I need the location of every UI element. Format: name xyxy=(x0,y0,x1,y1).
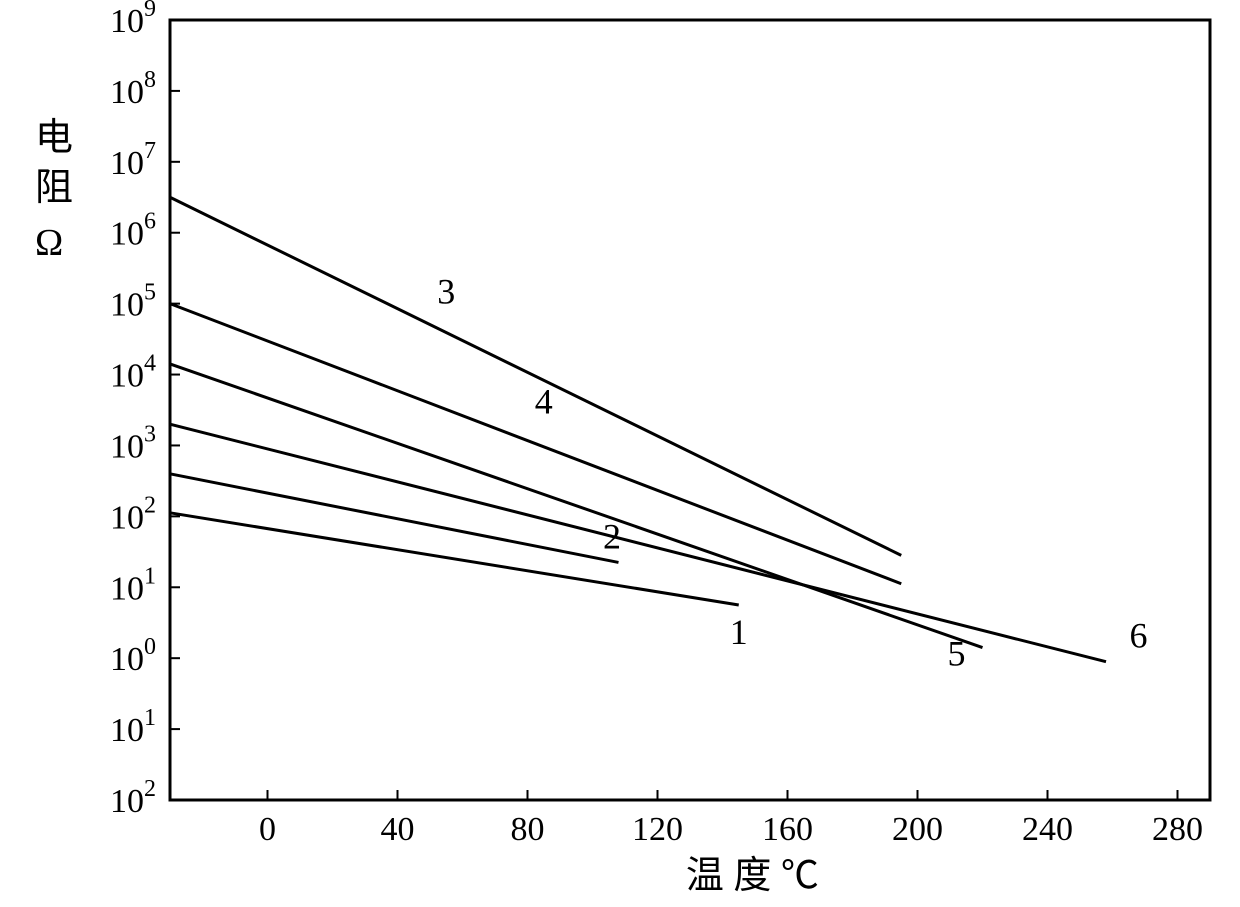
x-tick-label: 280 xyxy=(1152,811,1203,848)
x-axis-label: 温 度 ℃ xyxy=(686,855,819,897)
y-axis-label-1: 电 xyxy=(35,117,73,159)
series-label-3: 3 xyxy=(437,272,455,312)
y-tick-label: 104 xyxy=(110,351,156,395)
y-tick-label: 101 xyxy=(110,705,156,749)
y-tick-label: 107 xyxy=(110,138,156,182)
series-label-6: 6 xyxy=(1130,616,1148,656)
chart-svg: 0 40 80 120 160 200 240 280 109 108 107 106 105 104 10… xyxy=(0,0,1240,907)
y-axis-unit: Ω xyxy=(35,222,63,264)
series-line-1 xyxy=(170,513,739,605)
y-tick-label: 100 xyxy=(110,634,156,678)
x-tick-label: 240 xyxy=(1022,811,1073,848)
y-tick-label: 103 xyxy=(110,421,156,465)
y-tick-label: 108 xyxy=(110,67,156,111)
series-line-6 xyxy=(170,424,1106,662)
x-tick-label: 160 xyxy=(762,811,813,848)
series-label-4: 4 xyxy=(535,382,553,422)
x-tick-label: 0 xyxy=(259,811,276,848)
series-label-5: 5 xyxy=(948,633,966,673)
x-tick-label: 40 xyxy=(381,811,415,848)
y-tick-label: 109 xyxy=(110,0,156,40)
y-tick-label: 105 xyxy=(110,280,156,324)
x-tick-label: 80 xyxy=(511,811,545,848)
chart-container: 0 40 80 120 160 200 240 280 109 108 107 106 105 104 10… xyxy=(0,0,1240,907)
series-line-5 xyxy=(170,364,983,648)
x-tick-label: 200 xyxy=(892,811,943,848)
series-line-3 xyxy=(170,197,901,555)
y-axis-label-2: 阻 xyxy=(35,167,73,209)
y-tick-label: 101 xyxy=(110,563,156,607)
series-label-1: 1 xyxy=(730,612,748,652)
y-tick-label: 102 xyxy=(110,492,156,536)
y-tick-label: 102 xyxy=(110,776,156,820)
y-tick-label: 106 xyxy=(110,209,156,253)
x-tick-label: 120 xyxy=(632,811,683,848)
series-line-4 xyxy=(170,304,901,584)
